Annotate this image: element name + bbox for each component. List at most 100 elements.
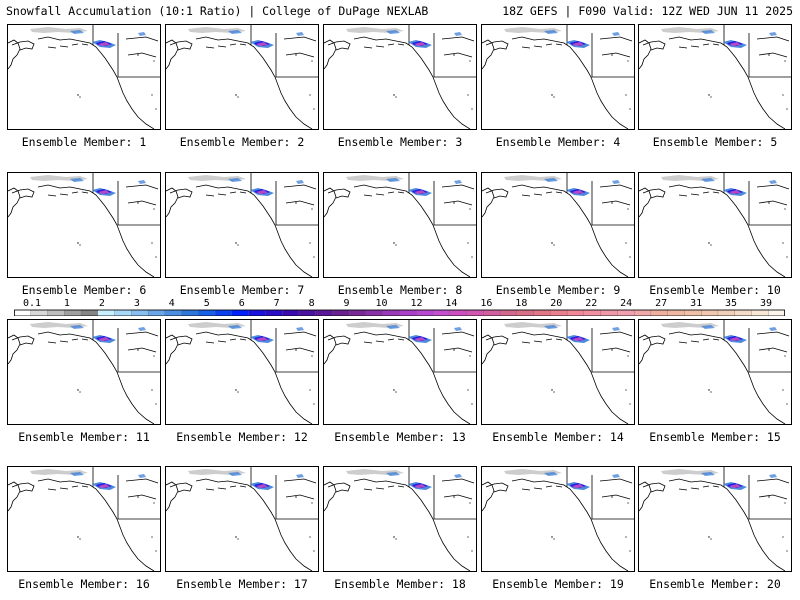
ensemble-member-map <box>481 172 635 278</box>
colorbar-swatch <box>248 309 266 316</box>
alaska-coast <box>195 36 313 129</box>
kamchatka-coast <box>327 482 351 493</box>
ensemble-member-map <box>7 319 161 425</box>
colorbar-swatch <box>114 309 132 316</box>
colorbar-tick-label: 22 <box>585 298 598 309</box>
aleutian-islands <box>47 485 89 491</box>
colorbar-swatch <box>650 309 669 316</box>
aleutian-islands <box>205 191 247 197</box>
asia-coastline <box>166 334 179 365</box>
alaska-coast <box>195 331 313 424</box>
canada-us-border <box>275 475 318 520</box>
colorbar-swatch <box>30 309 48 316</box>
colorbar-swatch <box>80 309 99 316</box>
asia-coastline <box>8 481 21 512</box>
ensemble-member-map <box>165 24 319 130</box>
colorbar-swatch <box>701 309 719 316</box>
canada-us-border <box>117 33 160 78</box>
colorbar-tick-label: 5 <box>203 298 210 309</box>
alaska-coast <box>668 184 786 277</box>
ensemble-member-caption: Ensemble Member: 11 <box>18 430 150 444</box>
snowfall-overlay <box>346 27 462 48</box>
colorbar-swatch <box>449 309 467 316</box>
canada-us-border <box>275 328 318 373</box>
ensemble-member-map <box>323 319 477 425</box>
interior-line <box>283 478 317 500</box>
map-svg <box>8 467 160 571</box>
canada-us-border <box>433 181 476 226</box>
interior-line <box>756 478 790 500</box>
colorbar-swatch <box>483 309 501 316</box>
alaska-coast <box>353 184 471 277</box>
asia-coastline <box>639 187 652 218</box>
aleutian-islands <box>678 338 720 344</box>
colorbar-tick-label: 9 <box>343 298 350 309</box>
kamchatka-coast <box>485 188 509 199</box>
ensemble-member-map <box>323 24 477 130</box>
canada-us-border <box>275 33 318 78</box>
map-svg <box>8 173 160 277</box>
ensemble-member-map <box>323 466 477 572</box>
asia-coastline <box>166 481 179 512</box>
interior-line <box>283 331 317 353</box>
map-svg <box>639 173 791 277</box>
colorbar-tick-label: 24 <box>620 298 633 309</box>
colorbar-swatch <box>214 309 233 316</box>
colorbar-swatch <box>566 309 585 316</box>
map-svg <box>482 25 634 129</box>
interior-line <box>756 36 790 58</box>
snowfall-overlay <box>346 469 462 490</box>
ensemble-member-map <box>638 24 792 130</box>
kamchatka-coast <box>11 188 35 199</box>
kamchatka-coast <box>642 335 666 346</box>
aleutian-islands <box>47 338 89 344</box>
colorbar-tick-label: 8 <box>308 298 315 309</box>
snowfall-overlay <box>188 175 304 196</box>
canada-us-border <box>591 181 634 226</box>
colorbar-swatch <box>365 309 384 316</box>
map-svg <box>166 467 318 571</box>
map-svg <box>639 467 791 571</box>
canada-us-border <box>275 181 318 226</box>
canada-us-border <box>591 475 634 520</box>
ensemble-member-caption: Ensemble Member: 14 <box>492 430 624 444</box>
ensemble-member-caption: Ensemble Member: 1 <box>21 135 147 149</box>
kamchatka-coast <box>642 40 666 51</box>
interior-line <box>599 36 633 58</box>
map-svg <box>324 467 476 571</box>
colorbar-swatch <box>332 309 350 316</box>
snowfall-overlay <box>661 469 777 490</box>
colorbar-swatch <box>667 309 685 316</box>
kamchatka-coast <box>327 40 351 51</box>
colorbar-swatch <box>131 309 149 316</box>
alaska-coast <box>668 36 786 129</box>
snowfall-overlay <box>504 469 620 490</box>
aleutian-islands <box>521 43 563 49</box>
canada-us-border <box>748 33 791 78</box>
colorbar-swatch <box>583 309 602 316</box>
colorbar-swatch <box>47 309 65 316</box>
map-title: Snowfall Accumulation (10:1 Ratio) | Col… <box>6 4 429 18</box>
colorbar-tick-label: 10 <box>375 298 388 309</box>
colorbar-swatch <box>533 309 551 316</box>
canada-us-border <box>748 475 791 520</box>
colorbar-tick-label: 6 <box>238 298 245 309</box>
ensemble-member-caption: Ensemble Member: 5 <box>652 135 778 149</box>
colorbar-swatch <box>768 309 785 316</box>
alaska-coast <box>511 331 629 424</box>
canada-us-border <box>117 181 160 226</box>
alaska-coast <box>511 184 629 277</box>
colorbar-swatches <box>14 309 785 316</box>
canada-us-border <box>748 328 791 373</box>
interior-line <box>125 478 159 500</box>
asia-coastline <box>482 187 495 218</box>
ensemble-member-caption: Ensemble Member: 15 <box>649 430 781 444</box>
map-svg <box>639 25 791 129</box>
alaska-coast <box>511 478 629 571</box>
snowfall-colorbar <box>14 299 785 316</box>
ensemble-member-caption: Ensemble Member: 13 <box>334 430 466 444</box>
alaska-coast <box>668 478 786 571</box>
interior-line <box>756 184 790 206</box>
asia-coastline <box>8 39 21 70</box>
ensemble-member-map <box>7 24 161 130</box>
